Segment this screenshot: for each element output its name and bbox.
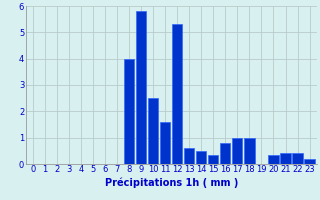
Bar: [292, 153, 303, 164]
Bar: [268, 155, 279, 164]
Bar: [220, 143, 230, 164]
Bar: [196, 151, 206, 164]
Bar: [172, 24, 182, 164]
Bar: [232, 138, 243, 164]
Bar: [124, 59, 134, 164]
Bar: [208, 155, 219, 164]
X-axis label: Précipitations 1h ( mm ): Précipitations 1h ( mm ): [105, 177, 238, 188]
Bar: [244, 138, 254, 164]
Bar: [148, 98, 158, 164]
Bar: [280, 153, 291, 164]
Bar: [184, 148, 194, 164]
Bar: [160, 122, 170, 164]
Bar: [136, 11, 146, 164]
Bar: [304, 159, 315, 164]
